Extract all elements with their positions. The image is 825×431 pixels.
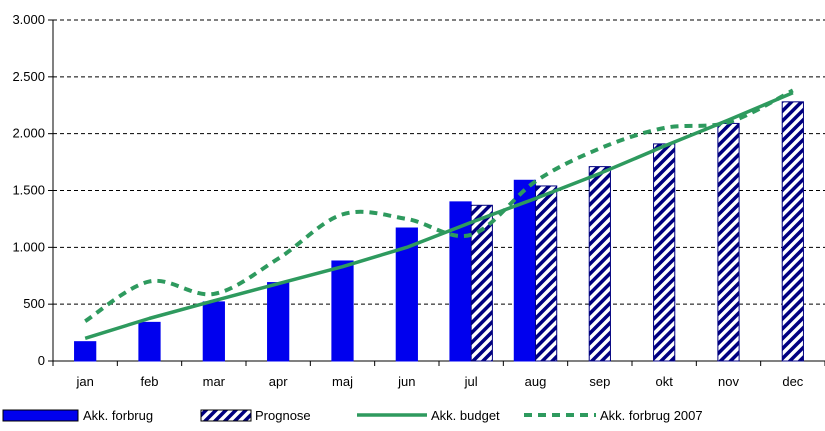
x-tick-label: feb [140,374,158,389]
legend-label: Akk. forbrug 2007 [600,408,703,423]
bar-prognose [653,143,676,362]
bar-prognose [717,122,740,362]
tick-labels: 0 500 1.000 1.500 2.000 2.500 3.000 jan feb mar ap… [12,12,803,389]
y-tick-label: 1.500 [12,183,45,198]
legend-label: Prognose [255,408,311,423]
bars [74,101,804,362]
x-tick-label: apr [269,374,288,389]
grid-lines [53,19,825,305]
line-akk-forbrug-2007 [84,88,794,323]
legend-swatch-akk-forbrug [2,409,79,422]
bar-prognose [470,204,493,362]
x-tick-label: dec [782,374,803,389]
x-tick-label: nov [718,374,739,389]
x-tick-label: jul [464,374,478,389]
bar-akk-forbrug [138,321,161,362]
x-tick-label: maj [332,374,353,389]
y-tick-label: 2.500 [12,69,45,84]
bar-akk-forbrug [202,301,225,362]
bar-akk-forbrug [267,282,290,362]
legend-swatch-prognose [200,409,252,422]
x-tick-label: jun [397,374,415,389]
bar-prognose [535,185,558,362]
x-tick-label: aug [525,374,547,389]
bar-akk-forbrug [513,179,537,362]
lines [84,88,794,340]
x-tick-label: jan [75,374,93,389]
legend-label: Akk. budget [431,408,500,423]
bar-prognose [781,101,804,362]
line-akk-budget [84,91,794,340]
legend-label: Akk. forbrug [83,408,153,423]
y-tick-label: 0 [38,353,45,368]
bar-akk-forbrug [395,227,418,362]
x-tick-label: mar [203,374,226,389]
y-tick-label: 2.000 [12,126,45,141]
x-tick-label: okt [655,374,673,389]
y-tick-label: 500 [23,296,45,311]
legend: Akk. forbrug Prognose Akk. budget Akk. forb… [2,408,703,423]
x-tick-label: sep [589,374,610,389]
axes [48,19,825,366]
bar-prognose [588,166,611,362]
bar-akk-forbrug [331,260,354,362]
bar-akk-forbrug [74,341,97,362]
y-tick-label: 3.000 [12,12,45,27]
y-tick-label: 1.000 [12,239,45,254]
